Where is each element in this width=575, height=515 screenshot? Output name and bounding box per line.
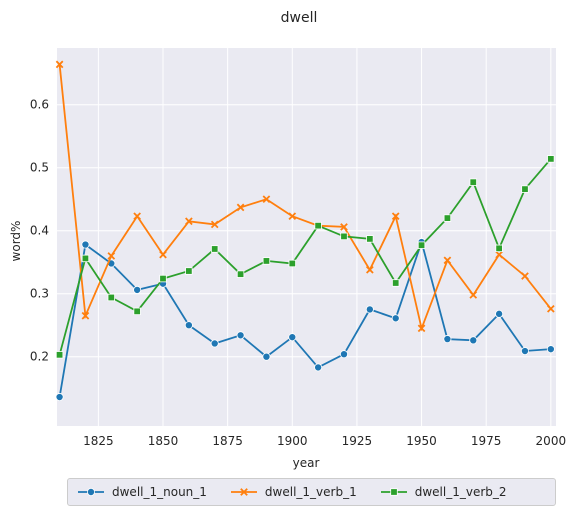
x-tick-label: 1875: [212, 434, 243, 448]
data-point: [133, 307, 141, 316]
data-point: [340, 223, 348, 231]
data-point: [288, 333, 297, 342]
data-point: [391, 314, 400, 323]
data-point: [366, 235, 374, 243]
data-point: [107, 252, 116, 260]
data-point: [288, 259, 296, 268]
data-point: [520, 347, 529, 356]
data-point: [521, 185, 529, 193]
legend-marker: [86, 488, 95, 496]
data-point: [417, 241, 426, 249]
chart-legend: dwell_1_noun_1 dwell_1_verb_1 dwell_1_verb…: [67, 478, 556, 506]
data-point: [546, 304, 555, 313]
plot-area: [57, 48, 556, 426]
data-point: [133, 212, 141, 221]
data-point: [159, 250, 167, 259]
data-point: [210, 339, 219, 348]
data-point: [133, 285, 142, 294]
data-point: [443, 335, 452, 344]
x-tick-label: 1900: [277, 434, 308, 448]
x-tick-label: 2000: [536, 434, 567, 448]
y-tick-label: 0.4: [30, 224, 49, 238]
data-point: [236, 203, 245, 212]
data-point: [159, 274, 167, 283]
y-tick-label: 0.6: [30, 98, 49, 112]
data-point: [55, 351, 64, 359]
data-point: [288, 212, 297, 221]
data-point: [236, 270, 245, 278]
series-line: [58, 64, 552, 332]
y-tick-label: 0.5: [30, 161, 49, 175]
x-axis-ticks: 1825 1850 1875 1900 1925 1950 1975 2000: [83, 434, 566, 448]
data-point: [81, 254, 90, 263]
data-point: [81, 311, 90, 320]
legend-swatch: [380, 488, 407, 496]
data-point: [262, 352, 271, 361]
y-axis-ticks: 0.2 0.3 0.4 0.5 0.6: [30, 98, 49, 364]
data-point: [391, 212, 400, 221]
data-point: [55, 393, 64, 402]
data-point: [262, 195, 271, 204]
data-point: [469, 178, 477, 186]
legend-label: dwell_1_verb_2: [414, 485, 507, 499]
x-tick-label: 1850: [148, 434, 179, 448]
legend-swatch: [230, 488, 257, 496]
legend-marker: [390, 488, 398, 496]
y-axis-label: word%: [9, 221, 23, 262]
y-tick-label: 0.3: [30, 287, 49, 301]
data-point: [210, 220, 219, 229]
data-point: [366, 265, 374, 274]
data-point: [547, 155, 555, 163]
data-point: [495, 244, 503, 253]
data-point: [81, 240, 90, 249]
data-point: [340, 232, 348, 241]
data-point: [391, 279, 400, 287]
data-point: [314, 221, 322, 230]
x-tick-label: 1925: [342, 434, 373, 448]
series-line: [58, 158, 552, 356]
data-point: [443, 214, 452, 222]
data-point: [339, 350, 348, 359]
x-tick-label: 1825: [83, 434, 114, 448]
data-point: [417, 324, 426, 333]
data-point: [546, 345, 555, 354]
legend-marker: [240, 488, 248, 496]
data-point: [443, 256, 452, 265]
chart-title: dwell: [281, 10, 318, 26]
x-axis-label: year: [293, 456, 320, 470]
series-layer: [55, 60, 555, 402]
legend-item: dwell_1_verb_2: [380, 485, 507, 499]
data-point: [55, 60, 64, 69]
data-point: [469, 336, 478, 345]
data-point: [469, 291, 478, 299]
data-point: [107, 293, 115, 302]
data-point: [184, 321, 193, 330]
y-tick-label: 0.2: [30, 350, 49, 364]
data-point: [365, 305, 374, 314]
series-dwell_1_verb_2: [55, 155, 555, 359]
data-point: [262, 257, 271, 265]
x-tick-label: 1975: [471, 434, 502, 448]
data-point: [185, 267, 193, 275]
data-point: [185, 217, 193, 226]
legend-label: dwell_1_verb_1: [264, 485, 357, 499]
data-point: [521, 272, 529, 280]
legend-label: dwell_1_noun_1: [112, 485, 207, 499]
legend-item: dwell_1_noun_1: [78, 485, 207, 499]
data-point: [211, 245, 219, 253]
data-point: [236, 331, 245, 340]
x-tick-label: 1950: [406, 434, 437, 448]
legend-item: dwell_1_verb_1: [230, 485, 357, 499]
data-point: [314, 363, 323, 372]
data-point: [495, 250, 503, 259]
legend-swatch: [78, 488, 104, 496]
series-line: [58, 238, 551, 398]
data-point: [495, 309, 504, 318]
series-dwell_1_verb_1: [55, 60, 555, 333]
